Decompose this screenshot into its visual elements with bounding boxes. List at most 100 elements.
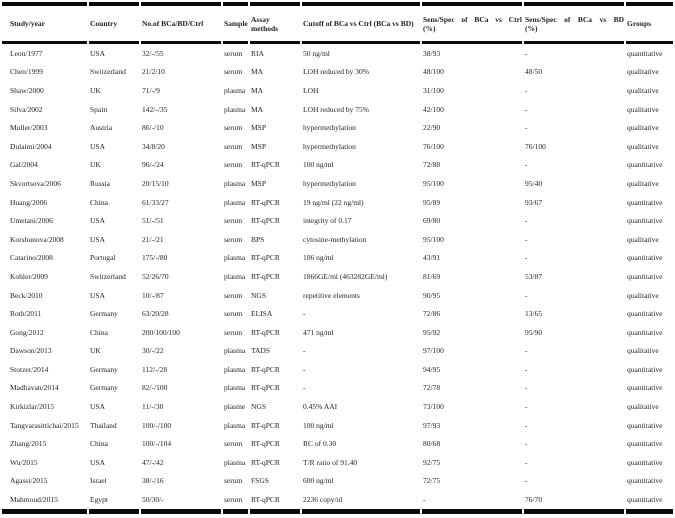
table-row: Leon/1977 USA 32/-/55 serum RIA 50 ng/ml 38/93…: [2, 44, 673, 63]
cell-sample: plasma: [224, 383, 246, 393]
cell-sample: serum: [224, 290, 243, 300]
cell-groups: quantitative: [627, 439, 663, 449]
cell-cutoff: cytosine-methylation: [303, 234, 367, 244]
cell-groups: qualitative: [627, 346, 659, 356]
cell-country: USA: [90, 141, 106, 151]
cell-country: USA: [90, 457, 106, 467]
cell-sample: serum: [224, 216, 243, 226]
cell-no-bca-bd-ctrl: 32/-/55: [142, 48, 164, 58]
cell-study-year: Kirkizlar/2015: [10, 402, 55, 412]
cell-sens-spec-ctrl: 42/100: [423, 104, 444, 114]
cell-assay-methods: MA: [251, 85, 264, 95]
cell-sens-spec-bd: -: [525, 420, 528, 430]
cell-study-year: Gong/2012: [10, 327, 44, 337]
col-header-sens-ctrl-line1: Sens/Spec of BCa vs Ctrl: [423, 14, 522, 24]
cell-sample: plasma: [224, 104, 246, 114]
cell-sens-spec-ctrl: 94/95: [423, 364, 441, 374]
cell-assay-methods: RT-qPCR: [251, 420, 280, 430]
cell-assay-methods: MSP: [251, 141, 267, 151]
cell-study-year: Stotzer/2014: [10, 364, 49, 374]
cell-study-year: Catarino/2008: [10, 253, 53, 263]
cell-cutoff: T/R ratio of 91.40: [303, 457, 358, 467]
cell-no-bca-bd-ctrl: 21/-/21: [142, 234, 164, 244]
col-header-assay-line1: Assay: [251, 14, 270, 24]
cell-sample: plasma: [224, 420, 246, 430]
cell-sample: serum: [224, 48, 243, 58]
cell-groups: quantitative: [627, 327, 663, 337]
cell-country: Switzerland: [90, 271, 126, 281]
col-header-groups: Groups: [626, 2, 673, 44]
cell-sens-spec-bd: 93/67: [525, 197, 543, 207]
cell-sens-spec-ctrl: 22/90: [423, 123, 441, 133]
cell-no-bca-bd-ctrl: 100/-/104: [142, 439, 172, 449]
cell-country: UK: [90, 346, 101, 356]
cell-sample: plasma: [224, 253, 246, 263]
cell-sens-spec-ctrl: 97/93: [423, 420, 441, 430]
cell-cutoff: 106 ng/ml: [303, 253, 334, 263]
cell-groups: qualitative: [627, 85, 659, 95]
cell-cutoff: 100 ng/ml: [303, 420, 334, 430]
cell-sens-spec-bd: -: [525, 234, 528, 244]
col-header-cutoff: Cutoff of BCa vs Ctrl (BCa vs BD): [302, 2, 420, 44]
col-header-study-year: Study/year: [2, 2, 87, 44]
cell-sens-spec-bd: 48/50: [525, 67, 543, 77]
cell-cutoff: -: [303, 383, 306, 393]
cell-country: USA: [90, 290, 106, 300]
cell-assay-methods: RT-qPCR: [251, 327, 280, 337]
cell-no-bca-bd-ctrl: 30/-/22: [142, 346, 164, 356]
cell-groups: quantitative: [627, 48, 663, 58]
table-row: Chen/1999 Switzerland 21/2/10 serum MA LOH re…: [2, 63, 673, 82]
cell-cutoff: hypermethylation: [303, 178, 356, 188]
table-row: Skvortsova/2006 Russia 20/15/10 plasma MSP hy…: [2, 174, 673, 193]
cell-assay-methods: RT-qPCR: [251, 364, 280, 374]
cell-sens-spec-ctrl: 31/100: [423, 85, 444, 95]
table-row: Dulaimi/2004 USA 34/8/20 serum MSP hypermethy…: [2, 137, 673, 156]
cell-cutoff: hypermethylation: [303, 141, 356, 151]
cell-sens-spec-bd: -: [525, 48, 528, 58]
cell-country: Russia: [90, 178, 111, 188]
cell-assay-methods: MA: [251, 104, 264, 114]
cell-assay-methods: RT-qPCR: [251, 253, 280, 263]
cell-assay-methods: NGS: [251, 290, 267, 300]
cell-assay-methods: MSP: [251, 178, 267, 188]
cell-country: Spain: [90, 104, 108, 114]
cell-no-bca-bd-ctrl: 96/-/24: [142, 160, 164, 170]
cell-study-year: Madhavan/2014: [10, 383, 59, 393]
cell-sens-spec-bd: -: [525, 85, 528, 95]
cell-cutoff: 19 ng/ml (22 ng/ml): [303, 197, 364, 207]
col-header-sens-bd-line2: (%): [525, 23, 538, 33]
cell-sens-spec-bd: 76/70: [524, 490, 624, 514]
cell-groups: qualitative: [627, 178, 659, 188]
cell-sample: serum: [224, 67, 243, 77]
cell-cutoff: integrity of 0.17: [303, 216, 352, 226]
cell-cutoff: RC of 0.30: [303, 439, 337, 449]
cell-sens-spec-bd: 95/40: [525, 178, 543, 188]
col-header-assay-methods: Assay methods: [250, 2, 300, 44]
cell-cutoff: repetitive elements: [303, 290, 360, 300]
cell-groups: qualitative: [627, 290, 659, 300]
cell-sens-spec-bd: 13/65: [525, 309, 543, 319]
cell-no-bca-bd-ctrl: 63/20/28: [142, 309, 169, 319]
cell-cutoff: 100 ng/ml: [303, 160, 334, 170]
cell-sample: serum: [224, 141, 243, 151]
cell-sens-spec-ctrl: 76/100: [423, 141, 444, 151]
cell-study-year: Leon/1977: [10, 48, 43, 58]
table-row: Wu/2015 USA 47/-/42 plasma RT-qPCR T/R ratio …: [2, 453, 673, 472]
cell-study-year: Shaw/2000: [10, 85, 44, 95]
cell-study-year: Roth/2011: [10, 309, 42, 319]
header-row: Study/year Country No.of BCa/BD/Ctrl Sam…: [2, 2, 673, 44]
table-row: Roth/2011 Germany 63/20/28 serum ELISA - 72/86…: [2, 304, 673, 323]
cell-groups: qualitative: [627, 234, 659, 244]
cell-assay-methods: TADS: [251, 346, 270, 356]
cell-no-bca-bd-ctrl: 200/100/100: [142, 327, 180, 337]
cell-no-bca-bd-ctrl: 86/-/10: [142, 123, 164, 133]
cell-no-bca-bd-ctrl: 34/8/20: [142, 141, 165, 151]
cell-study-year: Skvortsova/2006: [10, 178, 61, 188]
cell-no-bca-bd-ctrl: 21/2/10: [142, 67, 165, 77]
cell-country: China: [90, 197, 108, 207]
table-row: Gal/2004 UK 96/-/24 serum RT-qPCR 100 ng/ml 72…: [2, 156, 673, 175]
cell-cutoff: -: [303, 346, 306, 356]
cell-sens-spec-ctrl: 92/75: [423, 457, 441, 467]
cell-sens-spec-ctrl: 90/95: [423, 290, 441, 300]
table-row: Muller/2003 Austria 86/-/10 serum MSP hyperme…: [2, 118, 673, 137]
